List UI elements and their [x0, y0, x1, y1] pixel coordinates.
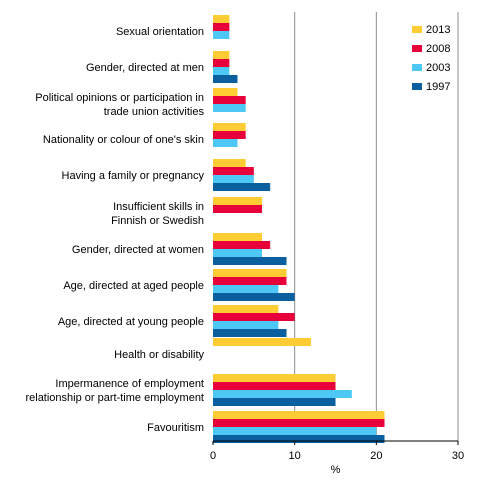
category-label-8-0: Age, directed at young people [58, 316, 204, 328]
bar-1997-8 [213, 329, 287, 337]
legend-swatch-2008 [412, 45, 422, 52]
bar-2013-5 [213, 197, 262, 205]
bar-2008-1 [213, 59, 230, 67]
bar-2013-3 [213, 123, 246, 131]
bar-2008-11 [213, 419, 385, 427]
bar-2013-6 [213, 233, 262, 241]
bar-1997-10 [213, 398, 336, 406]
bar-2003-7 [213, 285, 279, 293]
gridlines [294, 12, 459, 441]
bar-2013-7 [213, 269, 287, 277]
bar-2008-6 [213, 241, 271, 249]
x-tick-label-10: 10 [289, 450, 301, 462]
bar-1997-1 [213, 75, 238, 83]
bar-2013-2 [213, 88, 238, 96]
bar-2013-1 [213, 51, 230, 59]
category-labels: Sexual orientation Gender, directed at me… [25, 26, 204, 434]
legend-swatch-2013 [412, 26, 422, 33]
bar-2008-3 [213, 131, 246, 139]
x-axis-label: % [331, 464, 341, 476]
bar-1997-11 [213, 435, 385, 443]
bar-1997-4 [213, 183, 271, 191]
x-axis: 0 10 20 30% [210, 440, 464, 476]
category-label-4-0: Having a family or pregnancy [62, 170, 205, 182]
legend-swatch-1997 [412, 83, 422, 90]
bar-2003-0 [213, 31, 230, 39]
bar-2013-11 [213, 411, 385, 419]
category-label-2-1: trade union activities [104, 106, 205, 118]
category-label-2-0: Political opinions or participation in [35, 92, 204, 104]
bar-1997-7 [213, 293, 295, 301]
bar-2008-5 [213, 205, 262, 213]
bar-2013-8 [213, 305, 279, 313]
bar-2003-6 [213, 249, 262, 257]
bar-2003-2 [213, 104, 246, 112]
bar-2003-3 [213, 139, 238, 147]
bar-2008-2 [213, 96, 246, 104]
legend-label-1997: 1997 [426, 81, 450, 93]
bar-2008-4 [213, 167, 254, 175]
bar-2008-0 [213, 23, 230, 31]
bar-2003-1 [213, 67, 230, 75]
category-label-11-0: Favouritism [147, 422, 204, 434]
bar-2003-11 [213, 427, 377, 435]
category-label-6-0: Gender, directed at women [72, 244, 204, 256]
bar-2013-4 [213, 159, 246, 167]
x-tick-label-30: 30 [452, 450, 464, 462]
legend-label-2013: 2013 [426, 24, 450, 36]
bar-2003-4 [213, 175, 254, 183]
category-label-10-0: Impermanence of employment [55, 378, 204, 390]
x-tick-label-0: 0 [210, 450, 216, 462]
bar-2013-9 [213, 338, 311, 346]
bar-2003-8 [213, 321, 279, 329]
category-label-10-1: relationship or part-time employment [25, 392, 204, 404]
category-label-5-1: Finnish or Swedish [111, 215, 204, 227]
bars [213, 15, 385, 443]
category-label-5-0: Insufficient skills in [113, 201, 204, 213]
legend-label-2003: 2003 [426, 62, 450, 74]
category-label-1-0: Gender, directed at men [86, 62, 204, 74]
legend-swatch-2003 [412, 64, 422, 71]
category-label-9-0: Health or disability [114, 349, 204, 361]
category-label-0-0: Sexual orientation [116, 26, 204, 38]
bar-2013-0 [213, 15, 230, 23]
bar-2008-8 [213, 313, 295, 321]
x-tick-label-20: 20 [370, 450, 382, 462]
bar-2008-10 [213, 382, 336, 390]
legend: 2013 2008 2003 1997 [412, 24, 450, 93]
category-label-3-0: Nationality or colour of one's skin [43, 134, 204, 146]
legend-label-2008: 2008 [426, 43, 450, 55]
bar-1997-6 [213, 257, 287, 265]
bar-2008-7 [213, 277, 287, 285]
bar-2003-10 [213, 390, 352, 398]
category-label-7-0: Age, directed at aged people [63, 280, 204, 292]
bar-2013-10 [213, 374, 336, 382]
